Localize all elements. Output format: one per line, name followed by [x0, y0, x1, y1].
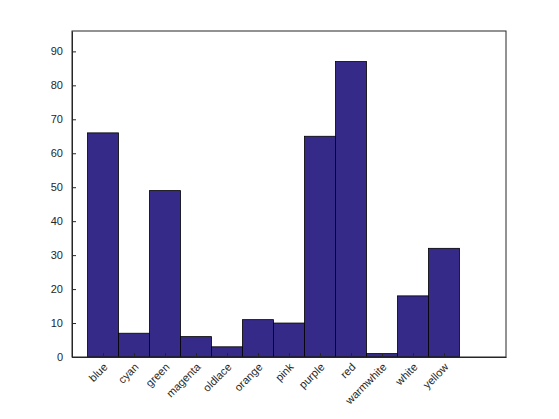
x-tick-label: orange [232, 361, 265, 394]
x-tick: purple [297, 353, 327, 391]
x-tick-label: magenta [164, 360, 203, 399]
x-tick: blue [86, 353, 109, 384]
bar [336, 62, 367, 357]
x-tick-mark [382, 353, 383, 357]
x-tick-mark [165, 353, 166, 357]
plot-frame [72, 31, 506, 357]
x-tick: magenta [164, 353, 203, 399]
y-tick-mark [72, 153, 76, 154]
bar [398, 296, 429, 357]
x-tick-mark [413, 353, 414, 357]
x-tick: warmwhite [342, 353, 388, 407]
x-tick-label: green [143, 361, 171, 389]
bar [367, 354, 398, 357]
y-tick-label: 90 [51, 45, 63, 57]
x-tick-label: yellow [421, 361, 451, 391]
x-tick-mark [103, 353, 104, 357]
y-tick-mark [72, 255, 76, 256]
x-tick-mark [227, 353, 228, 357]
bar [181, 337, 212, 357]
bar [212, 347, 243, 357]
x-tick-mark [289, 353, 290, 357]
y-tick-mark [72, 85, 76, 86]
x-tick-mark [351, 353, 352, 357]
bar [429, 248, 460, 357]
x-tick: green [143, 353, 171, 389]
x-tick-label: pink [273, 360, 296, 383]
y-tick-mark [72, 51, 76, 52]
y-tick-label: 0 [57, 351, 63, 363]
x-axis: blue cyangreenmagentaoldlaceorange pinkpur… [73, 353, 507, 407]
x-tick: orange [232, 353, 265, 393]
x-tick-label: blue [86, 361, 109, 384]
bar [88, 133, 119, 357]
x-tick-label: cyan [116, 361, 141, 386]
bar [119, 333, 150, 357]
x-tick-mark [196, 353, 197, 357]
y-tick-label: 70 [51, 113, 63, 125]
x-tick-label: white [392, 361, 419, 388]
x-tick-mark [134, 353, 135, 357]
bar [305, 136, 336, 357]
bar [150, 191, 181, 357]
x-tick-label: purple [297, 361, 327, 391]
bar [243, 320, 274, 357]
x-tick: cyan [116, 353, 141, 386]
y-tick-mark [72, 221, 76, 222]
chart: 0102030405060708090bluecyangreenmagentao… [0, 0, 559, 419]
x-tick: white [392, 353, 419, 388]
x-tick-label: red [338, 361, 358, 381]
x-tick: oldlace [201, 353, 234, 394]
x-tick-label: oldlace [201, 361, 234, 394]
y-tick-mark [72, 323, 76, 324]
y-tick-label: 50 [51, 181, 63, 193]
y-tick-mark [72, 187, 76, 188]
x-tick-mark [258, 353, 259, 357]
x-tick: pink [273, 353, 296, 383]
y-tick-label: 80 [51, 79, 63, 91]
y-tick-mark [72, 289, 76, 290]
bars [88, 62, 460, 357]
x-tick-mark [320, 353, 321, 357]
x-tick-label: warmwhite [342, 361, 388, 407]
x-tick-mark [444, 353, 445, 357]
y-tick-mark [72, 119, 76, 120]
y-tick-label: 20 [51, 283, 63, 295]
plot-area: 0102030405060708090bluecyangreenmagentao… [51, 31, 507, 407]
bar [274, 323, 305, 357]
y-tick-label: 60 [51, 147, 63, 159]
x-tick: yellow [421, 353, 451, 391]
y-tick-label: 10 [51, 317, 63, 329]
y-tick-label: 30 [51, 249, 63, 261]
y-tick-label: 40 [51, 215, 63, 227]
